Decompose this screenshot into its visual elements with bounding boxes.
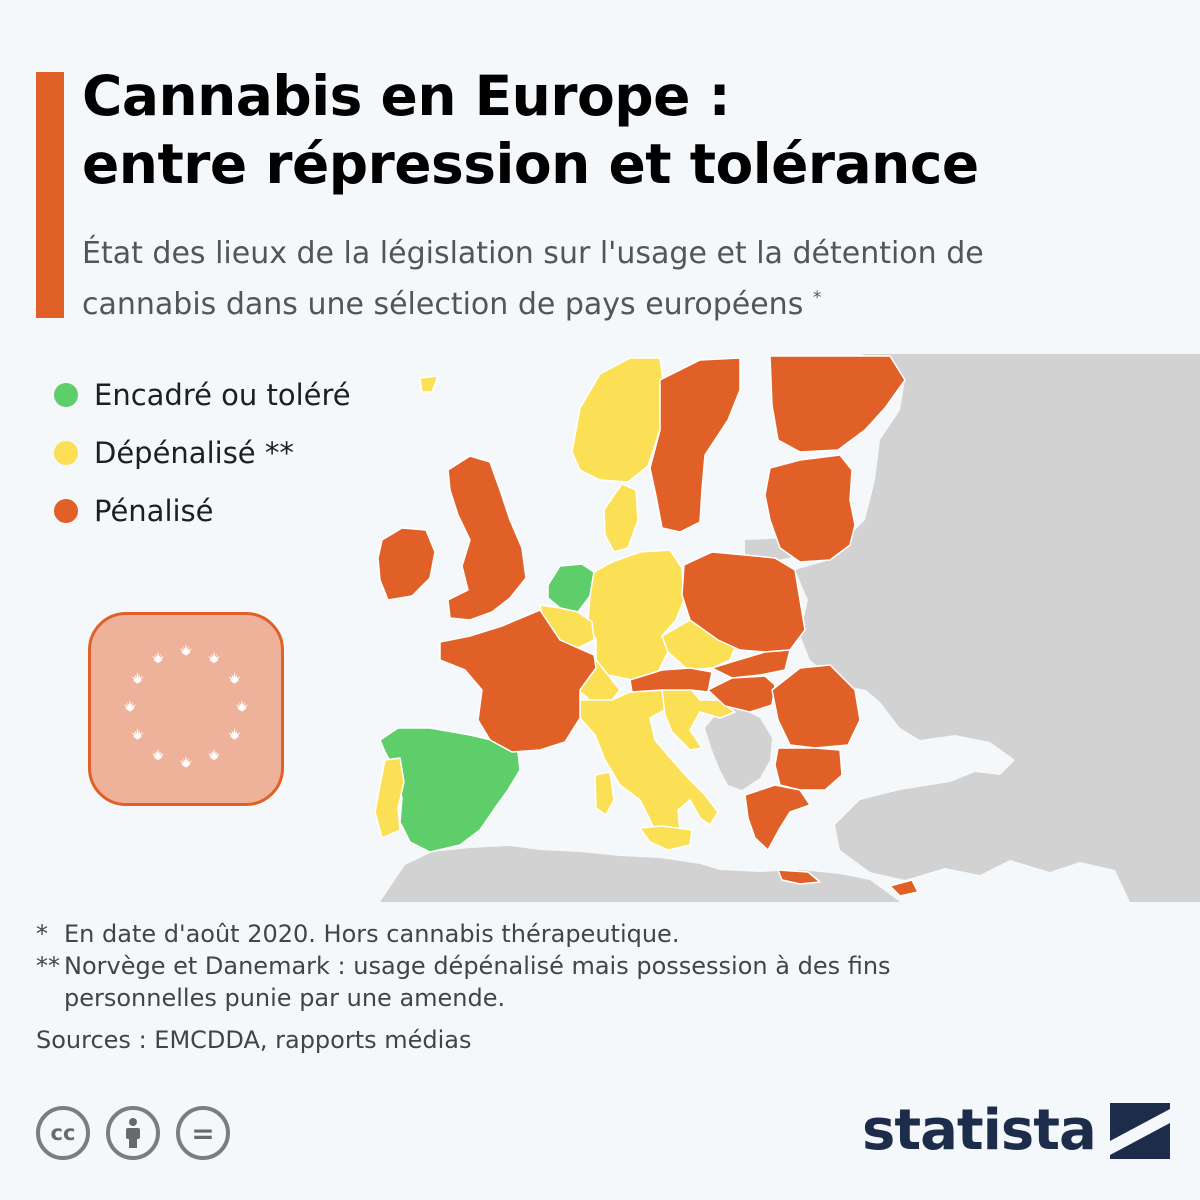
baltic-states [764, 454, 856, 563]
subtitle-line-2: cannabis dans une sélection de pays euro… [82, 287, 804, 322]
legend-dot-orange [54, 499, 78, 523]
cannabis-leaf-icon [152, 748, 164, 761]
footnote-mark: * [36, 920, 48, 948]
footnote-text: En date d'août 2020. Hors cannabis théra… [64, 920, 680, 948]
statista-logo-text: statista [862, 1098, 1097, 1163]
europe-map [330, 354, 1200, 902]
footnote-text-line-2: personnelles punie par une amende. [64, 984, 506, 1012]
person-icon [126, 1118, 140, 1148]
portugal [374, 757, 405, 839]
eastern-land [795, 354, 1200, 902]
cannabis-leaf-icon [180, 644, 192, 656]
footnote-1: * En date d'août 2020. Hors cannabis thé… [36, 918, 1156, 950]
no-derivatives-icon[interactable]: = [176, 1106, 230, 1160]
france [439, 609, 597, 753]
crete [777, 869, 821, 885]
attribution-icon[interactable] [106, 1106, 160, 1160]
romania [771, 664, 861, 749]
statista-logo-icon [1109, 1102, 1170, 1159]
greece [744, 784, 811, 851]
subtitle-footnote-mark: * [812, 288, 822, 308]
footnotes: * En date d'août 2020. Hors cannabis thé… [36, 918, 1156, 1058]
footnote-text-line-1: Norvège et Danemark : usage dépénalisé m… [64, 952, 891, 980]
bulgaria [774, 747, 843, 791]
sicily [639, 825, 693, 851]
sardinia [594, 771, 615, 816]
cannabis-leaf-icon [228, 672, 241, 684]
nd-icon-text: = [191, 1116, 215, 1150]
legend-item-tolerated: Encadré ou toléré [54, 366, 351, 424]
legend-label: Encadré ou toléré [94, 378, 351, 412]
cannabis-leaf-icon [236, 700, 248, 712]
legend-item-penalized: Pénalisé [54, 482, 351, 540]
poland [681, 551, 806, 653]
title-line-2: entre répression et tolérance [82, 132, 979, 196]
north-africa-land [380, 846, 900, 902]
legend-item-decriminalized: Dépénalisé ** [54, 424, 351, 482]
united-kingdom [447, 455, 527, 621]
leaf-ring-icon [124, 644, 248, 768]
croatia-slovenia [661, 687, 736, 751]
cyprus [889, 879, 919, 897]
title-line-1: Cannabis en Europe : [82, 64, 731, 128]
austria [629, 667, 713, 693]
cannabis-leaf-icon [208, 748, 220, 761]
legend-label: Dépénalisé ** [94, 436, 294, 470]
ireland [377, 527, 436, 601]
svalbard [419, 375, 439, 393]
legend: Encadré ou toléré Dépénalisé ** Pénalisé [54, 366, 351, 540]
cc-icon-text: cc [50, 1121, 76, 1145]
legend-dot-green [54, 383, 78, 407]
cannabis-leaf-icon [131, 728, 144, 740]
page-subtitle: État des lieux de la législation sur l'u… [82, 232, 1172, 327]
brand[interactable]: statista [862, 1098, 1170, 1163]
finland [769, 355, 906, 453]
non-covered-land [380, 354, 1200, 902]
denmark [603, 483, 639, 553]
subtitle-line-1: État des lieux de la législation sur l'u… [82, 236, 984, 271]
cannabis-leaf-icon [180, 756, 192, 768]
sweden [649, 357, 741, 533]
cannabis-leaf-icon [228, 728, 241, 740]
accent-bar [36, 72, 64, 318]
cc-icon[interactable]: cc [36, 1106, 90, 1160]
legend-label: Pénalisé [94, 494, 214, 528]
cannabis-leaf-circle-icon [88, 612, 284, 806]
footnote-mark: ** [36, 952, 60, 980]
western-balkans-land [705, 708, 772, 790]
sources: Sources : EMCDDA, rapports médias [36, 1026, 472, 1054]
cannabis-leaf-icon [152, 651, 164, 664]
cannabis-leaf-icon [131, 672, 144, 684]
license-icons: cc = [36, 1106, 230, 1160]
cannabis-leaf-icon [124, 700, 136, 712]
footnote-2: ** Norvège et Danemark : usage dépénalis… [36, 950, 1156, 1014]
cannabis-leaf-icon [208, 651, 220, 664]
legend-dot-yellow [54, 441, 78, 465]
page-title: Cannabis en Europe : entre répression et… [82, 62, 1172, 198]
